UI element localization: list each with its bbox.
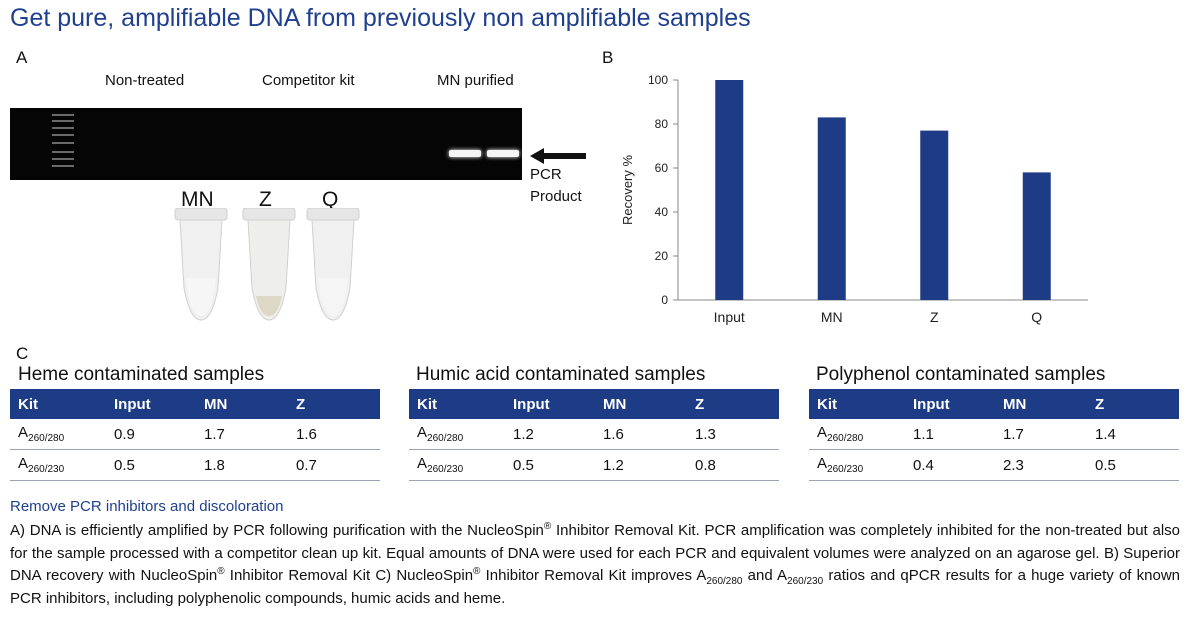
value-cell: 0.9 — [106, 419, 196, 450]
ratio-cell: A260/280 — [409, 419, 505, 450]
col-header: Kit — [409, 389, 505, 419]
value-cell: 1.1 — [905, 419, 995, 450]
product-label: Product — [530, 188, 582, 205]
ratio-cell: A260/230 — [809, 449, 905, 481]
col-header: Z — [687, 389, 779, 419]
y-tick-label: 60 — [655, 161, 669, 175]
table-title-polyphenol: Polyphenol contaminated samples — [816, 364, 1106, 385]
pcr-label: PCR — [530, 166, 562, 183]
x-tick-label: Z — [930, 309, 939, 325]
value-cell: 0.8 — [687, 449, 779, 481]
page-title: Get pure, amplifiable DNA from previousl… — [10, 4, 751, 32]
ratio-cell: A260/230 — [409, 449, 505, 481]
caption-title: Remove PCR inhibitors and discoloration — [10, 498, 284, 515]
value-cell: 1.2 — [595, 449, 687, 481]
value-cell: 0.4 — [905, 449, 995, 481]
agarose-gel-image — [10, 108, 522, 180]
value-cell: 0.5 — [505, 449, 595, 481]
value-cell: 1.7 — [995, 419, 1087, 450]
table-row: A260/230 0.5 1.8 0.7 — [10, 449, 380, 481]
ladder-band — [52, 120, 74, 122]
table-row: A260/230 0.4 2.3 0.5 — [809, 449, 1179, 481]
value-cell: 0.5 — [106, 449, 196, 481]
col-header: MN — [995, 389, 1087, 419]
value-cell: 0.5 — [1087, 449, 1179, 481]
col-header: MN — [196, 389, 288, 419]
ratio-cell: A260/280 — [809, 419, 905, 450]
bar-z — [920, 130, 949, 300]
ladder-band — [52, 158, 74, 160]
figure-caption: A) DNA is efficiently amplified by PCR f… — [10, 521, 1180, 607]
lane-label-competitor-kit: Competitor kit — [262, 72, 355, 89]
bar-input — [715, 80, 744, 300]
value-cell: 1.4 — [1087, 419, 1179, 450]
tube-q-icon — [306, 208, 360, 321]
ratio-cell: A260/230 — [10, 449, 106, 481]
col-header: Z — [1087, 389, 1179, 419]
humic-table: Kit Input MN Z A260/280 1.2 1.6 1.3 A260… — [409, 389, 779, 481]
table-row: A260/280 1.1 1.7 1.4 — [809, 419, 1179, 450]
polyphenol-table: Kit Input MN Z A260/280 1.1 1.7 1.4 A260… — [809, 389, 1179, 481]
ladder-band — [52, 114, 74, 116]
panel-b-letter: B — [602, 48, 614, 67]
x-tick-label: Q — [1031, 309, 1042, 325]
col-header: MN — [595, 389, 687, 419]
ladder-band — [52, 127, 74, 129]
tube-label-q: Q — [322, 188, 339, 211]
table-title-humic: Humic acid contaminated samples — [416, 364, 706, 385]
lane-label-non-treated: Non-treated — [105, 72, 185, 89]
col-header: Kit — [10, 389, 106, 419]
ladder-band — [52, 134, 74, 136]
y-tick-label: 40 — [655, 205, 669, 219]
arrow-left-icon — [530, 148, 586, 164]
panel-a-letter: A — [16, 48, 28, 67]
bar-mn — [817, 117, 846, 301]
ladder-band — [52, 142, 74, 144]
value-cell: 1.2 — [505, 419, 595, 450]
x-tick-label: Input — [714, 309, 745, 325]
col-header: Z — [288, 389, 380, 419]
y-tick-label: 0 — [661, 293, 668, 307]
table-row: A260/230 0.5 1.2 0.8 — [409, 449, 779, 481]
tube-label-mn: MN — [181, 188, 214, 211]
lane-label-mn-purified: MN purified — [437, 72, 514, 89]
table-title-heme: Heme contaminated samples — [18, 364, 265, 385]
value-cell: 1.6 — [595, 419, 687, 450]
pcr-product-band — [449, 150, 481, 157]
pcr-product-band — [487, 150, 519, 157]
value-cell: 2.3 — [995, 449, 1087, 481]
heme-table: Kit Input MN Z A260/280 0.9 1.7 1.6 A260… — [10, 389, 380, 481]
table-row: A260/280 1.2 1.6 1.3 — [409, 419, 779, 450]
y-tick-label: 80 — [655, 117, 669, 131]
y-axis-label: Recovery % — [620, 155, 635, 226]
x-tick-label: MN — [821, 309, 843, 325]
col-header: Kit — [809, 389, 905, 419]
value-cell: 1.8 — [196, 449, 288, 481]
y-tick-label: 20 — [655, 249, 669, 263]
value-cell: 1.6 — [288, 419, 380, 450]
tube-mn-icon — [174, 208, 228, 321]
value-cell: 0.7 — [288, 449, 380, 481]
ladder-band — [52, 165, 74, 167]
bar-q — [1022, 172, 1051, 300]
tube-label-z: Z — [259, 188, 272, 211]
value-cell: 1.3 — [687, 419, 779, 450]
table-header-row: Kit Input MN Z — [409, 389, 779, 419]
col-header: Input — [905, 389, 995, 419]
col-header: Input — [106, 389, 196, 419]
table-row: A260/280 0.9 1.7 1.6 — [10, 419, 380, 450]
ladder-band — [52, 151, 74, 153]
table-header-row: Kit Input MN Z — [809, 389, 1179, 419]
y-tick-label: 100 — [648, 73, 668, 87]
tube-z-icon — [242, 208, 296, 321]
col-header: Input — [505, 389, 595, 419]
table-header-row: Kit Input MN Z — [10, 389, 380, 419]
value-cell: 1.7 — [196, 419, 288, 450]
recovery-bar-chart: 0 20 40 60 80 100 Recovery % Input MN Z Q — [620, 73, 1088, 325]
panel-c-letter: C — [16, 344, 29, 363]
ratio-cell: A260/280 — [10, 419, 106, 450]
